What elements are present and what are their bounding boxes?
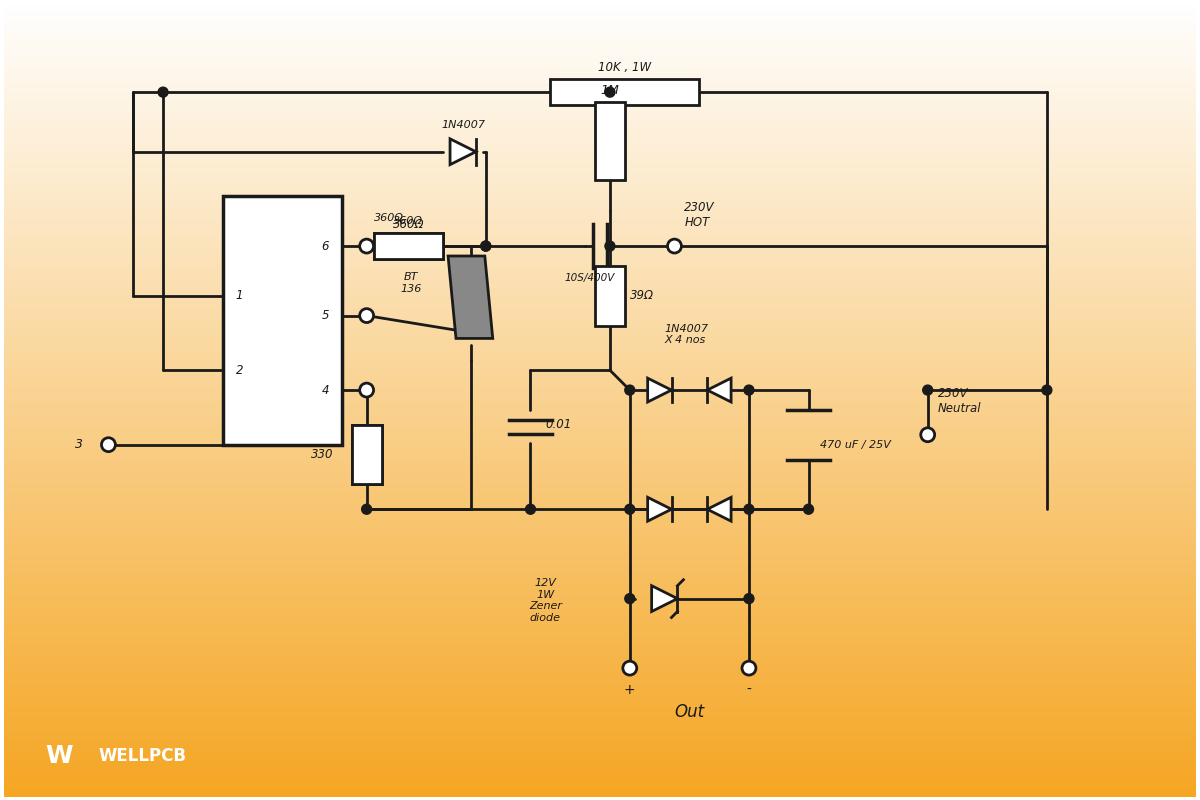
- Bar: [595, 102, 625, 179]
- Circle shape: [526, 504, 535, 514]
- Bar: [595, 266, 625, 326]
- Circle shape: [481, 241, 491, 251]
- Circle shape: [605, 87, 614, 97]
- Polygon shape: [707, 378, 731, 402]
- Text: 1M: 1M: [600, 84, 619, 97]
- Text: 330: 330: [311, 448, 334, 461]
- Circle shape: [744, 594, 754, 603]
- Text: 39Ω: 39Ω: [630, 290, 654, 302]
- Circle shape: [625, 594, 635, 603]
- Bar: [551, 79, 700, 105]
- Text: 1N4007
X 4 nos: 1N4007 X 4 nos: [665, 324, 708, 346]
- Text: WELLPCB: WELLPCB: [98, 746, 186, 765]
- Bar: [352, 425, 382, 485]
- Circle shape: [742, 661, 756, 675]
- Polygon shape: [648, 378, 672, 402]
- Text: -: -: [746, 683, 751, 697]
- Circle shape: [158, 87, 168, 97]
- Text: +: +: [624, 683, 636, 697]
- Text: 6: 6: [322, 239, 329, 253]
- Text: W: W: [44, 743, 72, 767]
- Text: 360Ω: 360Ω: [394, 216, 424, 226]
- Text: 2: 2: [235, 364, 244, 377]
- Circle shape: [804, 504, 814, 514]
- Circle shape: [360, 309, 373, 322]
- Circle shape: [360, 239, 373, 253]
- Circle shape: [102, 438, 115, 452]
- Polygon shape: [648, 498, 672, 521]
- Polygon shape: [707, 498, 731, 521]
- Text: 360Ω: 360Ω: [392, 218, 424, 231]
- Circle shape: [744, 504, 754, 514]
- Polygon shape: [450, 139, 476, 165]
- Text: 12V
1W
Zener
diode: 12V 1W Zener diode: [529, 578, 562, 623]
- Bar: [373, 233, 443, 259]
- Text: 1N4007: 1N4007: [440, 120, 485, 130]
- Circle shape: [481, 241, 491, 251]
- Polygon shape: [652, 586, 678, 611]
- Polygon shape: [448, 256, 493, 338]
- Circle shape: [923, 385, 932, 395]
- Text: 0.01: 0.01: [545, 418, 571, 431]
- Text: 10S/400V: 10S/400V: [565, 273, 616, 283]
- Circle shape: [605, 241, 614, 251]
- Text: 10K , 1W: 10K , 1W: [599, 62, 652, 74]
- Circle shape: [667, 239, 682, 253]
- Circle shape: [744, 385, 754, 395]
- Text: 1: 1: [235, 290, 244, 302]
- Circle shape: [625, 504, 635, 514]
- Text: 5: 5: [322, 309, 329, 322]
- Text: 4: 4: [322, 383, 329, 397]
- Circle shape: [360, 383, 373, 397]
- Bar: [223, 197, 342, 445]
- Circle shape: [361, 504, 372, 514]
- Text: 360Ω: 360Ω: [373, 214, 403, 223]
- Text: 3: 3: [74, 438, 83, 451]
- Bar: [373, 233, 443, 259]
- Circle shape: [920, 428, 935, 442]
- Text: 230V
Neutral: 230V Neutral: [937, 387, 982, 415]
- Circle shape: [625, 385, 635, 395]
- Circle shape: [623, 661, 637, 675]
- Text: 230V
HOT: 230V HOT: [684, 201, 715, 229]
- Circle shape: [1042, 385, 1052, 395]
- Text: Out: Out: [674, 703, 704, 721]
- Text: 470 uF / 25V: 470 uF / 25V: [821, 440, 892, 450]
- Bar: [352, 425, 382, 485]
- Text: BT
136: BT 136: [401, 272, 422, 294]
